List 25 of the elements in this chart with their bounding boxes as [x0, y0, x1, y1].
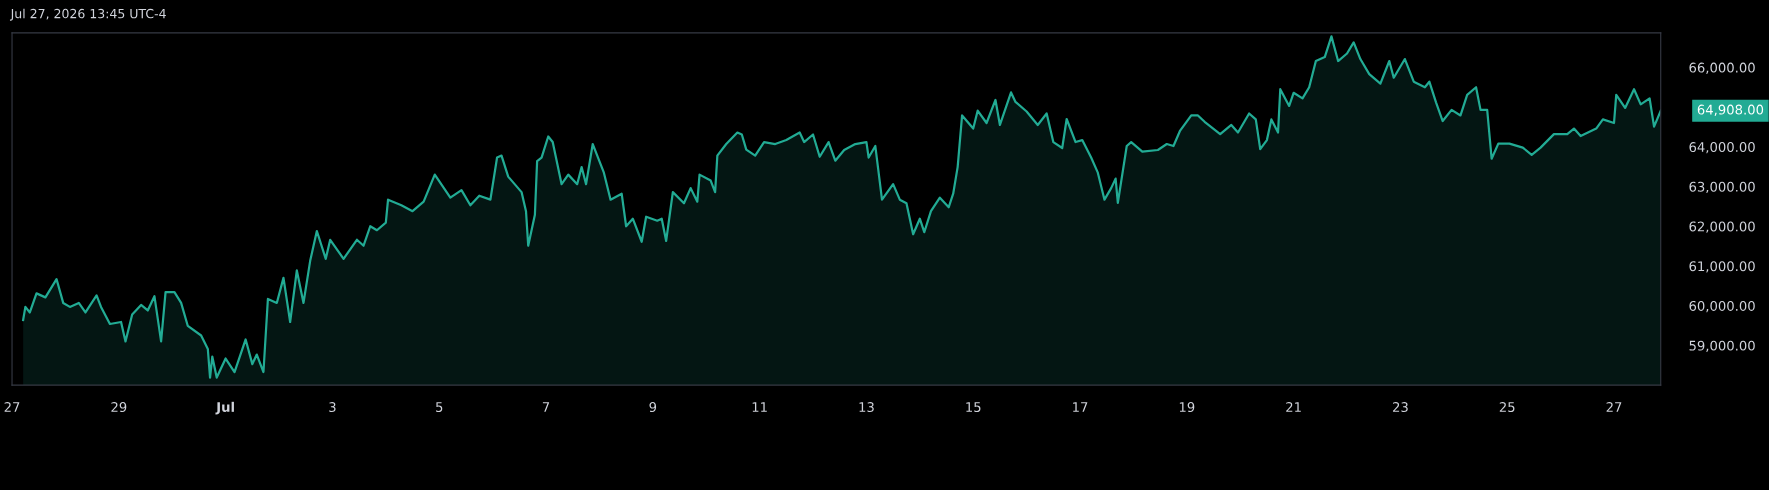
x-tick-label: 29	[111, 402, 127, 413]
y-tick-label: 62,000.00	[1689, 221, 1755, 233]
annotation: 64,908.00	[1697, 104, 1764, 116]
y-tick-label: 64,000.00	[1689, 142, 1755, 154]
x-tick-label: 19	[1179, 402, 1195, 413]
y-tick-label: 60,000.00	[1689, 300, 1755, 313]
x-tick-label: 27	[1606, 402, 1622, 412]
y-tick-label: 59,000.00	[1689, 340, 1755, 352]
x-tick-label: 13	[859, 402, 874, 413]
x-tick-label: 11	[752, 402, 767, 412]
x-tick-label: 23	[1392, 402, 1408, 413]
y-tick-label: 61,000.00	[1689, 261, 1755, 273]
y-tick-label: 63,000.00	[1689, 181, 1755, 194]
y-tick-label: 66,000.00	[1689, 62, 1755, 74]
x-tick-label: 9	[649, 402, 657, 413]
x-tick-label: 21	[1286, 402, 1301, 412]
x-tick-label: 5	[436, 402, 443, 413]
x-tick-label: 7	[542, 402, 550, 412]
x-tick-label: 27	[4, 402, 20, 412]
x-tick-label: 15	[966, 402, 981, 413]
x-tick-label: 3	[329, 402, 336, 413]
x-tick-label: Jul	[215, 401, 234, 415]
x-tick-label: 17	[1073, 402, 1088, 412]
chart-title: Jul 27, 2026 13:45 UTC-4	[9, 8, 166, 21]
x-tick-label: 25	[1499, 402, 1515, 413]
